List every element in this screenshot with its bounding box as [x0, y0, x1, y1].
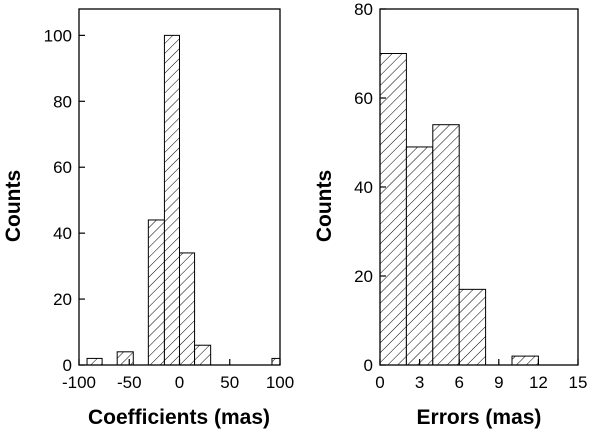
coefficients-x-ticks: -100 -50 0 50 100 [62, 359, 294, 392]
coefficients-y-tick-label: 80 [53, 92, 72, 111]
coefficients-bar [163, 34, 181, 366]
errors-bar [458, 288, 487, 366]
coefficients-bar [86, 357, 103, 366]
coefficients-y-axis-label: Counts [2, 170, 25, 242]
coefficients-x-tick-label: 50 [220, 373, 239, 392]
errors-x-ticks: 0 3 6 9 12 15 [375, 359, 587, 392]
errors-bar [432, 124, 460, 366]
errors-bar [405, 146, 434, 366]
coefficients-bar [194, 344, 212, 366]
coefficients-x-tick-label: -50 [117, 373, 142, 392]
coefficients-y-tick-label: 100 [44, 26, 72, 45]
errors-x-tick-label: 0 [375, 373, 384, 392]
errors-x-tick-label: 15 [569, 373, 588, 392]
coefficients-y-tick-label: 40 [53, 224, 72, 243]
errors-y-tick-label: 20 [354, 267, 373, 286]
coefficients-x-tick-label: -100 [62, 373, 96, 392]
coefficients-bar [116, 351, 134, 366]
errors-y-tick-label: 0 [364, 356, 373, 375]
errors-y-axis-label: Counts [313, 170, 336, 242]
errors-x-tick-label: 3 [415, 373, 424, 392]
coefficients-y-ticks: 0 20 40 60 80 100 [44, 26, 85, 375]
errors-y-tick-label: 80 [354, 0, 373, 19]
errors-bar [511, 355, 539, 366]
coefficients-bars [86, 34, 281, 366]
coefficients-histogram: -100 -50 0 50 100 0 20 40 60 80 100 Coefficients … [2, 8, 294, 429]
coefficients-bar [179, 252, 196, 366]
errors-x-tick-label: 9 [494, 373, 503, 392]
coefficients-y-tick-label: 20 [53, 290, 72, 309]
errors-histogram: 0 3 6 9 12 15 0 20 40 60 80 Errors (mas) Counts [313, 0, 587, 429]
errors-y-ticks: 0 20 40 60 80 [354, 0, 386, 375]
errors-bars [379, 53, 539, 366]
coefficients-y-tick-label: 0 [63, 356, 72, 375]
errors-y-tick-label: 60 [354, 89, 373, 108]
coefficients-x-tick-label: 100 [266, 373, 294, 392]
errors-x-tick-label: 12 [529, 373, 548, 392]
errors-x-tick-label: 6 [454, 373, 463, 392]
coefficients-bar [271, 357, 281, 366]
coefficients-x-tick-label: 0 [175, 373, 184, 392]
coefficients-y-tick-label: 60 [53, 158, 72, 177]
coefficients-bar [147, 219, 165, 366]
errors-bar [379, 53, 407, 366]
coefficients-x-axis-label: Coefficients (mas) [88, 406, 270, 429]
errors-x-axis-label: Errors (mas) [417, 406, 542, 429]
errors-y-tick-label: 40 [354, 178, 373, 197]
